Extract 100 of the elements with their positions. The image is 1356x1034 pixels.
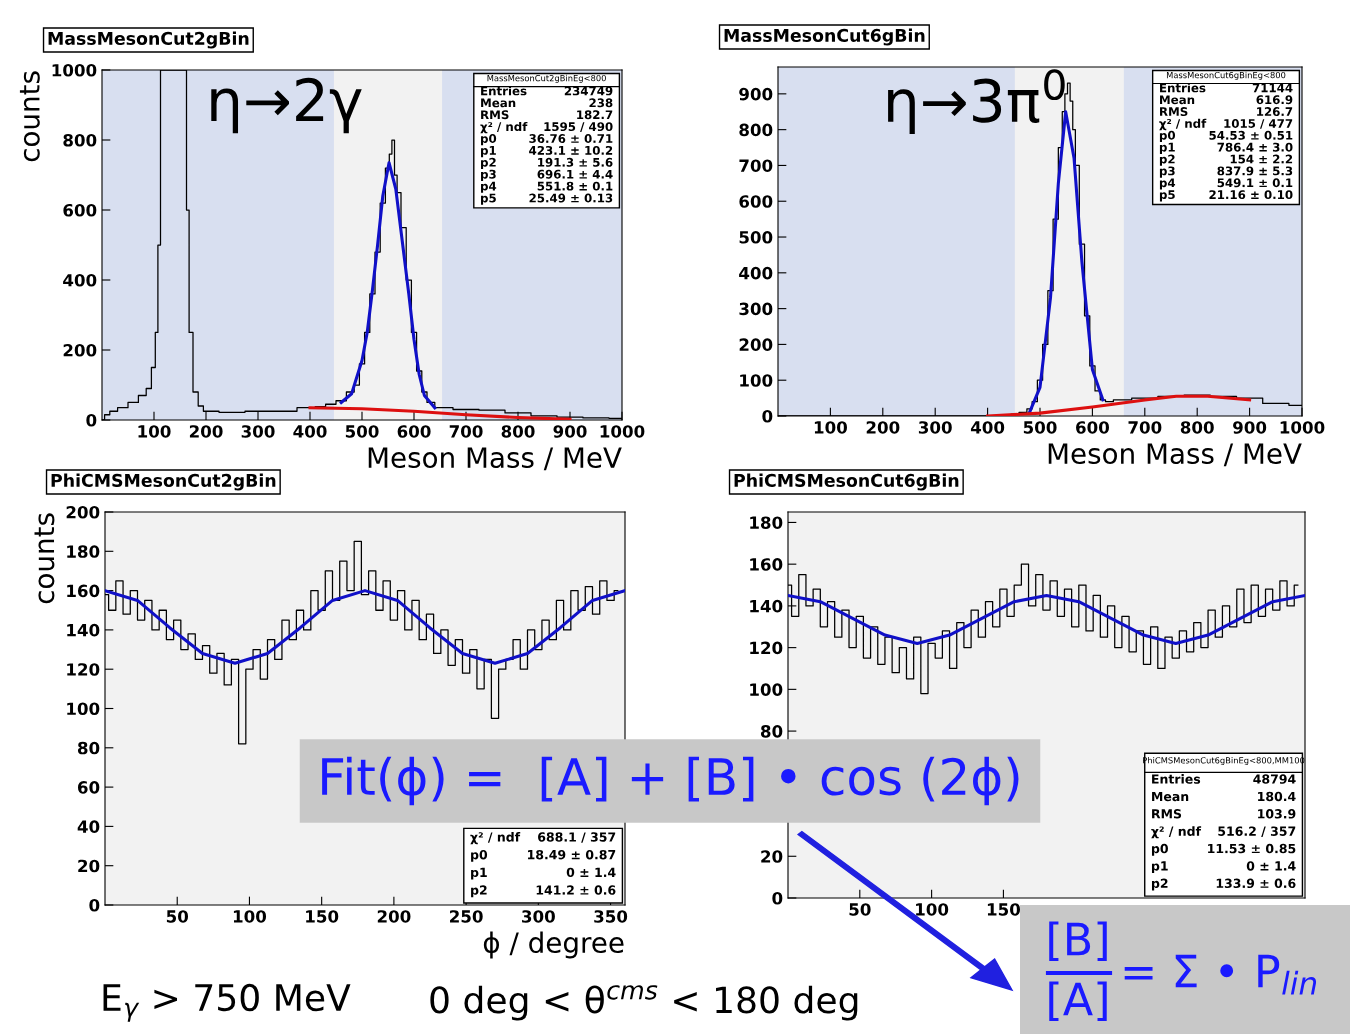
x-tick-label: 1000 <box>600 425 645 438</box>
text: p1 0 ± 1.4 <box>1151 861 1296 874</box>
text: Entries 48794 <box>1152 774 1296 784</box>
text: Entries 234749 <box>481 86 613 96</box>
y-tick-label: 200 <box>63 343 97 357</box>
text: p0 18.49 ± 0.87 <box>471 849 616 862</box>
x-tick-label: 300 <box>522 910 555 923</box>
chart-title: MassMesonCut2gBin <box>48 31 249 49</box>
y-tick-label: 0 <box>86 413 97 427</box>
y-tick-label: 600 <box>63 203 97 217</box>
x-tick-label: 100 <box>233 910 267 923</box>
text: 0 deg < θ$^{cms}$ < 180 deg <box>430 985 858 1021</box>
text: RMS 126.7 <box>1160 107 1293 117</box>
annotation: MassMesonCut6gBinEg<800 <box>1166 71 1286 80</box>
y-tick-label: 400 <box>739 266 773 280</box>
x-tick-label: 50 <box>166 910 189 923</box>
text: Mean 238 <box>481 98 613 108</box>
y-tick-label: 160 <box>67 584 100 598</box>
chart-title: MassMesonCut6gBin <box>724 28 925 46</box>
chart-subtitle: η→2γ <box>211 77 362 134</box>
text: p5 21.16 ± 0.10 <box>1159 190 1293 202</box>
text: RMS 103.9 <box>1152 809 1296 819</box>
y-tick-label: 800 <box>739 123 773 137</box>
x-tick-label: 800 <box>501 425 535 438</box>
text: p2 154 ± 2.2 <box>1159 154 1293 166</box>
text: p0 36.76 ± 0.71 <box>481 134 613 146</box>
x-tick-label: 700 <box>449 425 483 438</box>
chart-title: PhiCMSMesonCut6gBin <box>734 473 959 491</box>
x-tick-label: 900 <box>553 425 587 438</box>
line-series <box>986 394 1252 416</box>
text: p1 423.1 ± 10.2 <box>481 145 613 158</box>
line-series <box>105 589 625 665</box>
x-tick-label: 300 <box>918 421 952 434</box>
y-tick-label: 600 <box>739 195 773 208</box>
y-tick-label: 160 <box>750 558 783 571</box>
text: p2 191.3 ± 5.6 <box>481 157 613 170</box>
y-tick-label: 200 <box>739 338 773 351</box>
y-tick-label: 20 <box>761 850 783 863</box>
text: p4 551.8 ± 0.1 <box>481 181 613 193</box>
x-tick-label: 100 <box>916 903 949 916</box>
y-tick-label: 100 <box>67 702 100 716</box>
text: χ² / ndf 1595 / 490 <box>480 121 613 134</box>
y-axis-title: counts <box>19 71 40 162</box>
x-tick-label: 600 <box>397 425 431 438</box>
x-tick-label: 200 <box>377 910 411 923</box>
text: p2 141.2 ± 0.6 <box>471 885 616 898</box>
chart-subtitle: η→3π$^{0}$ <box>888 69 1065 134</box>
x-tick-label: 1000 <box>1280 421 1325 434</box>
x-tick-label: 700 <box>1128 421 1162 434</box>
y-tick-label: 0 <box>772 891 783 905</box>
y-tick-label: 80 <box>77 741 100 755</box>
text: p1 786.4 ± 3.0 <box>1159 142 1293 154</box>
text: χ² / ndf 1015 / 477 <box>1159 118 1293 131</box>
y-tick-label: 80 <box>760 725 783 738</box>
line-series <box>339 161 437 410</box>
y-tick-label: 100 <box>740 374 773 387</box>
x-tick-label: 250 <box>450 910 483 923</box>
x-tick-label: 150 <box>987 903 1021 916</box>
text: E$_{γ}$ > 750 MeV <box>103 983 351 1022</box>
text: χ² / ndf 688.1 / 357 <box>470 832 616 845</box>
text: p0 54.53 ± 0.51 <box>1159 130 1293 143</box>
text: p2 133.9 ± 0.6 <box>1151 878 1296 891</box>
line-series <box>308 406 572 420</box>
text: Mean 616.9 <box>1160 95 1293 105</box>
y-tick-label: 900 <box>739 87 773 101</box>
x-tick-label: 200 <box>189 425 223 438</box>
text: p3 696.1 ± 4.4 <box>481 169 613 181</box>
y-tick-label: 0 <box>89 898 100 912</box>
y-tick-label: 20 <box>78 859 100 873</box>
text: = Σ • P$_{lin}$ <box>1124 954 1317 995</box>
x-tick-label: 600 <box>1076 421 1109 434</box>
x-axis-title: ϕ / degree <box>483 931 624 959</box>
x-tick-label: 400 <box>970 421 1005 434</box>
y-tick-label: 200 <box>66 505 100 519</box>
text: χ² / ndf 516.2 / 357 <box>1151 826 1296 839</box>
chart-title: PhiCMSMesonCut2gBin <box>51 473 276 491</box>
text: p4 549.1 ± 0.1 <box>1159 178 1293 190</box>
x-tick-label: 500 <box>1023 421 1057 434</box>
annotation: Fit(ϕ) = [A] + [B] • cos (2ϕ) <box>322 756 1019 806</box>
x-axis-title: Meson Mass / MeV <box>1048 443 1302 467</box>
y-tick-label: 700 <box>739 159 773 172</box>
text: Mean 180.4 <box>1152 791 1296 802</box>
x-tick-label: 500 <box>345 425 379 438</box>
x-tick-label: 50 <box>849 903 871 916</box>
y-tick-label: 40 <box>77 820 100 833</box>
text: p1 0 ± 1.4 <box>471 867 616 880</box>
y-tick-label: 60 <box>77 781 100 794</box>
y-tick-label: 0 <box>762 409 773 423</box>
y-tick-label: 140 <box>750 599 783 613</box>
x-tick-label: 200 <box>866 421 900 434</box>
x-tick-label: 400 <box>293 425 327 438</box>
x-tick-label: 150 <box>306 910 339 923</box>
y-tick-label: 300 <box>739 302 773 316</box>
text: [A] <box>1049 981 1107 1022</box>
text: p5 25.49 ± 0.13 <box>481 193 613 205</box>
x-tick-label: 900 <box>1233 421 1267 434</box>
text: RMS 182.7 <box>481 110 613 120</box>
line-series <box>788 593 1305 645</box>
x-tick-label: 800 <box>1180 421 1214 434</box>
x-tick-label: 100 <box>138 425 171 438</box>
